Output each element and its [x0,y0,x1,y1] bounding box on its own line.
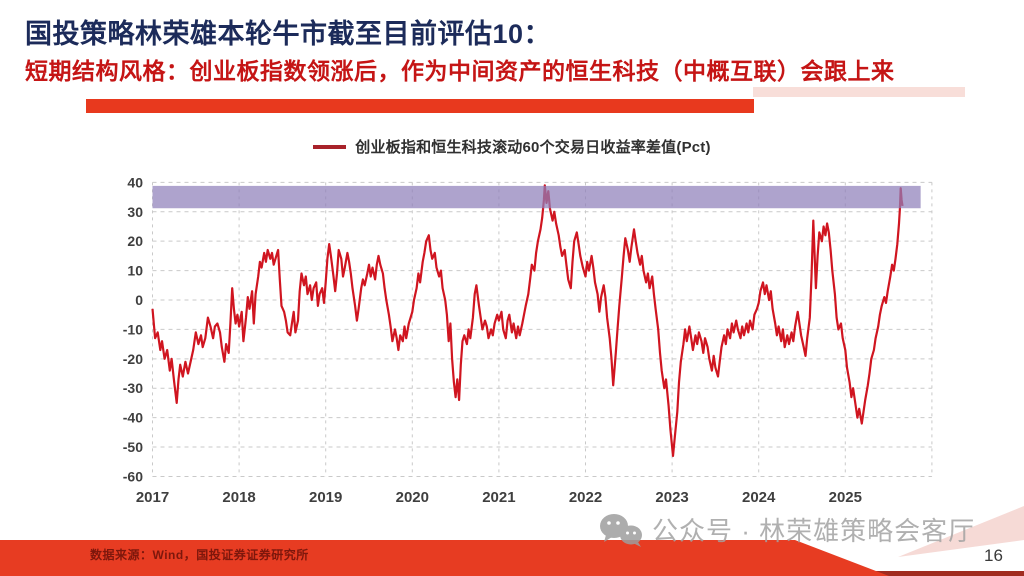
source-note: 数据来源：Wind，国投证券证券研究所 [90,548,309,562]
x-tick-label: 2018 [222,489,255,506]
y-tick-label: -30 [123,380,143,396]
y-tick-label: -40 [123,410,143,426]
x-tick-label: 2020 [396,489,429,506]
x-tick-label: 2024 [742,489,776,506]
page-subtitle: 短期结构风格：创业板指数领涨后，作为中间资产的恒生科技（中概互联）会跟上来 [25,58,895,84]
wechat-icon [600,513,642,547]
x-tick-label: 2021 [482,489,515,506]
y-tick-label: 30 [127,204,143,220]
footer-pink-triangle [898,506,1024,557]
y-tick-label: -20 [123,351,143,367]
y-tick-label: 40 [127,174,143,190]
watermark-text: 公众号 · 林荣雄策略会客厅 [652,516,976,546]
y-tick-label: 0 [135,292,143,308]
footer-ribbon [0,506,1024,576]
x-tick-label: 2019 [309,489,342,506]
legend-line-swatch [313,144,347,149]
page-title: 国投策略林荣雄本轮牛市截至目前评估10： [25,19,552,49]
highlight-band [152,185,921,209]
legend-label: 创业板指和恒生科技滚动60个交易日收益率差值(Pct) [355,139,711,156]
y-tick-label: -60 [123,468,143,484]
x-tick-label: 2017 [136,489,169,506]
series-line [151,184,904,457]
watermark: 公众号 · 林荣雄策略会客厅 [598,511,975,548]
x-tick-label: 2022 [569,489,602,506]
x-tick-label: 2023 [655,489,688,506]
page-number: 16 [984,546,1003,565]
x-tick-label: 2025 [829,489,862,506]
y-tick-label: 10 [127,263,143,279]
footer-maroon-strip [850,571,1024,576]
y-tick-label: -10 [123,321,143,337]
y-tick-label: -50 [123,439,143,455]
title-accent-bar [86,99,754,113]
chart-legend: 创业板指和恒生科技滚动60个交易日收益率差值(Pct) [0,136,1024,157]
title-accent-strip [753,87,965,97]
y-tick-label: 20 [127,233,143,249]
footer-red-band [0,540,889,576]
